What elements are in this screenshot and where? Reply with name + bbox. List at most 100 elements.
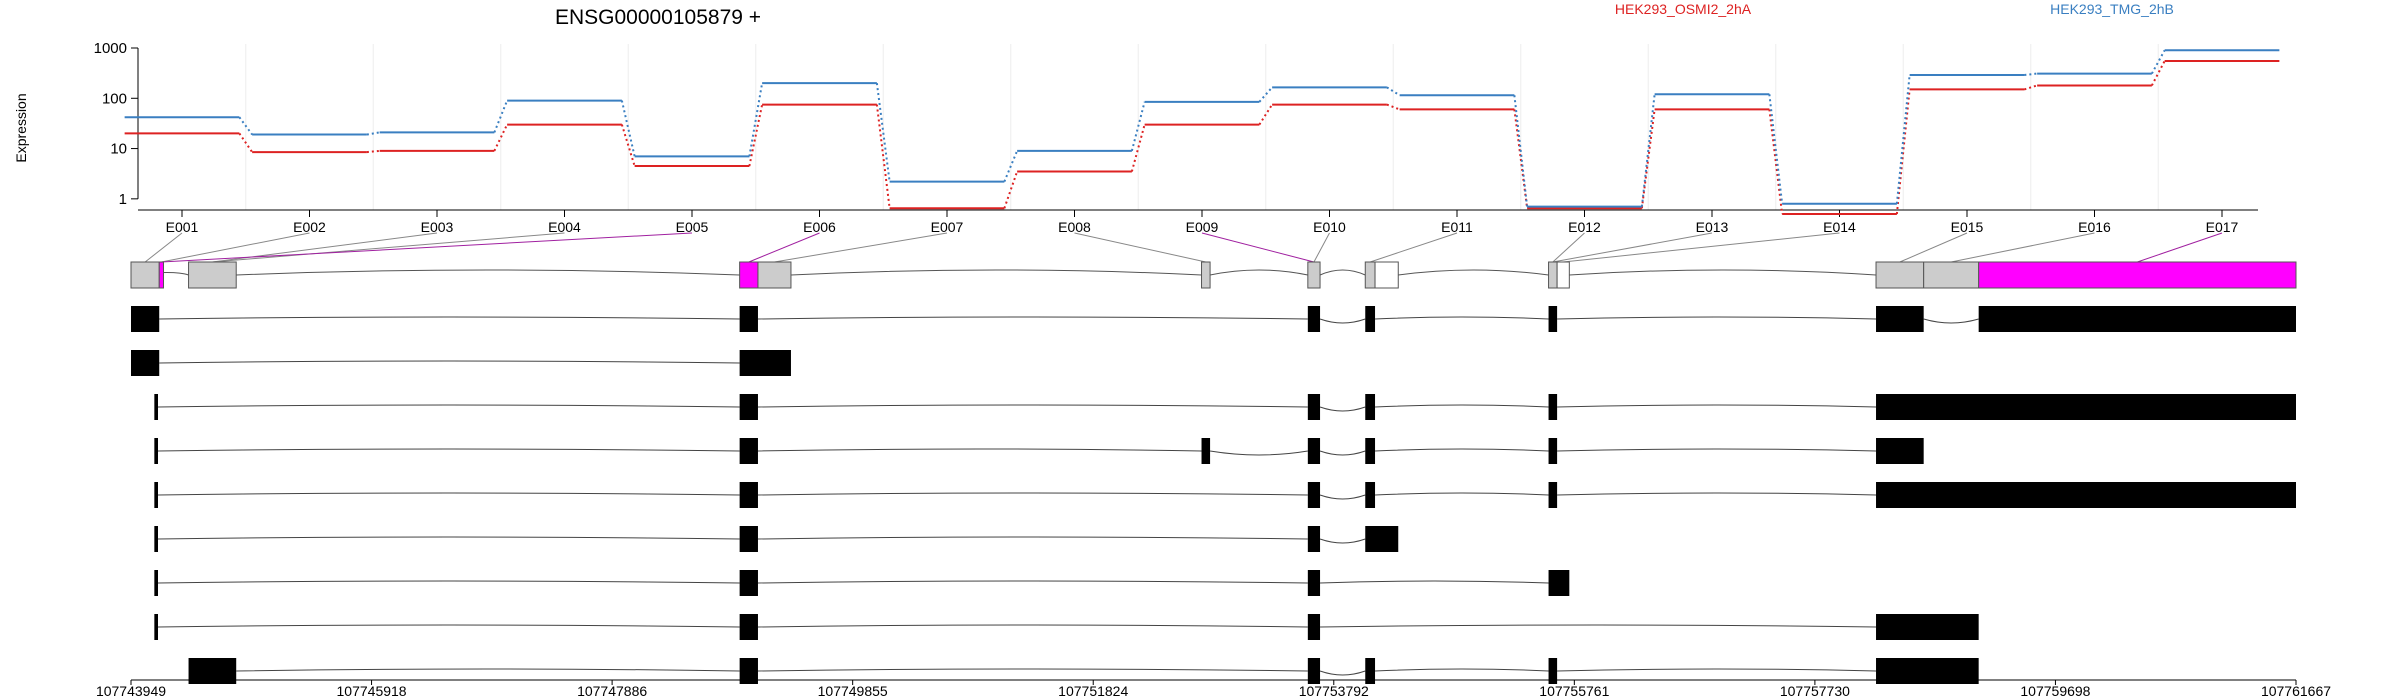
transcript-exon (131, 350, 160, 376)
transcript-exon (1307, 482, 1321, 508)
series-connector (1130, 101, 1146, 152)
exon-connector (1074, 232, 1206, 263)
exon-block (1978, 261, 2297, 289)
x-tick-label: E003 (421, 219, 454, 235)
intron-line (1319, 538, 1366, 544)
genomic-tick-label: 107755761 (1539, 683, 1609, 699)
intron-line (157, 448, 740, 452)
x-tick-label: E017 (2206, 219, 2239, 235)
exon-connector (1201, 232, 1315, 263)
intron-line (1375, 492, 1549, 496)
intron-line (159, 360, 740, 364)
x-tick-label: E013 (1696, 219, 1729, 235)
intron-line (1320, 580, 1549, 584)
exon-connectors (144, 232, 2223, 263)
transcript-exon (1307, 526, 1321, 552)
x-tick-label: E009 (1186, 219, 1219, 235)
series-connector (1640, 109, 1656, 209)
intron-line (1557, 448, 1877, 452)
transcript-exon (739, 526, 758, 552)
chart-title: ENSG00000105879 + (555, 6, 761, 29)
transcript-exon (1307, 438, 1321, 464)
series-a (124, 60, 2280, 215)
series-connector (1003, 171, 1019, 209)
intron-line (157, 404, 740, 408)
transcript-exon (1307, 658, 1321, 684)
series-connector (620, 124, 636, 167)
transcript-exon (739, 658, 758, 684)
exon-block (1923, 261, 1980, 289)
genomic-tick-label: 107753792 (1299, 683, 1369, 699)
series-connector (1258, 104, 1273, 126)
x-tick-label: E015 (1951, 219, 1984, 235)
transcript-exon (154, 526, 159, 552)
intron-line (1319, 318, 1366, 324)
intron-line (757, 448, 1202, 452)
series-connector (2024, 84, 2038, 91)
series-connector (1003, 150, 1019, 183)
intron-line (1375, 448, 1549, 452)
x-tick-label: E002 (293, 219, 326, 235)
intron-line (157, 492, 740, 496)
series-connector (2024, 72, 2038, 77)
exon-connector (1552, 232, 1713, 263)
transcript-exon (1876, 394, 2296, 420)
exon-connector (1313, 232, 1330, 263)
intron-line (1320, 624, 1877, 628)
intron-line (1209, 269, 1308, 276)
transcript-exon (1548, 438, 1558, 464)
exon-connector (212, 232, 565, 263)
exon-connector (1951, 232, 2095, 263)
intron-line (159, 316, 740, 320)
exon-block (1556, 261, 1570, 289)
transcript-exon (1548, 306, 1558, 332)
exon-connector (161, 232, 310, 263)
transcript-exon (739, 394, 758, 420)
series-connector (1640, 94, 1656, 207)
intron-line (757, 536, 1308, 540)
genomic-tick-label: 107757730 (1780, 683, 1850, 699)
transcript-exon (154, 438, 159, 464)
genomic-tick-label: 107749855 (818, 683, 888, 699)
intron-line (1923, 318, 1979, 324)
intron-line (1569, 269, 1877, 276)
transcript-exon (131, 306, 160, 332)
x-tick-label: E001 (166, 219, 199, 235)
transcript-exon (1365, 306, 1376, 332)
intron-line (757, 316, 1308, 320)
legend-label-series-b: HEK293_TMG_2hB (2050, 1, 2174, 17)
transcript-exon (1201, 438, 1211, 464)
transcript-row (154, 482, 2296, 508)
genomic-tick-label: 107743949 (96, 683, 166, 699)
y-tick-label: 100 (102, 90, 127, 107)
genomic-tick-label: 107759698 (2020, 683, 2090, 699)
series-connector (493, 100, 509, 133)
transcript-exon (154, 614, 159, 640)
intron-line (1209, 450, 1308, 456)
genomic-tick-label: 107761667 (2261, 683, 2331, 699)
transcript-row (154, 438, 1924, 464)
transcript-exon (1307, 570, 1321, 596)
transcript-exon (739, 306, 758, 332)
transcript-exon (154, 394, 159, 420)
exon-block (130, 261, 160, 289)
intron-line (1557, 668, 1877, 672)
series-connector (366, 149, 380, 154)
intron-line (1319, 269, 1366, 276)
intron-line (1398, 269, 1549, 276)
exon-connector (2137, 232, 2223, 263)
exon-block (1201, 261, 1211, 289)
exon-block (1548, 261, 1558, 289)
series-connector (748, 104, 764, 167)
intron-line (1319, 406, 1366, 412)
intron-line (757, 668, 1308, 672)
exon-connector (774, 232, 948, 263)
transcript-row (154, 614, 1979, 640)
exon-connector (1552, 232, 1585, 263)
transcript-exon (1365, 658, 1376, 684)
transcript-exon (1876, 438, 1924, 464)
transcript-exon (1365, 438, 1376, 464)
transcript-exon (739, 350, 791, 376)
transcript-exon (739, 614, 758, 640)
